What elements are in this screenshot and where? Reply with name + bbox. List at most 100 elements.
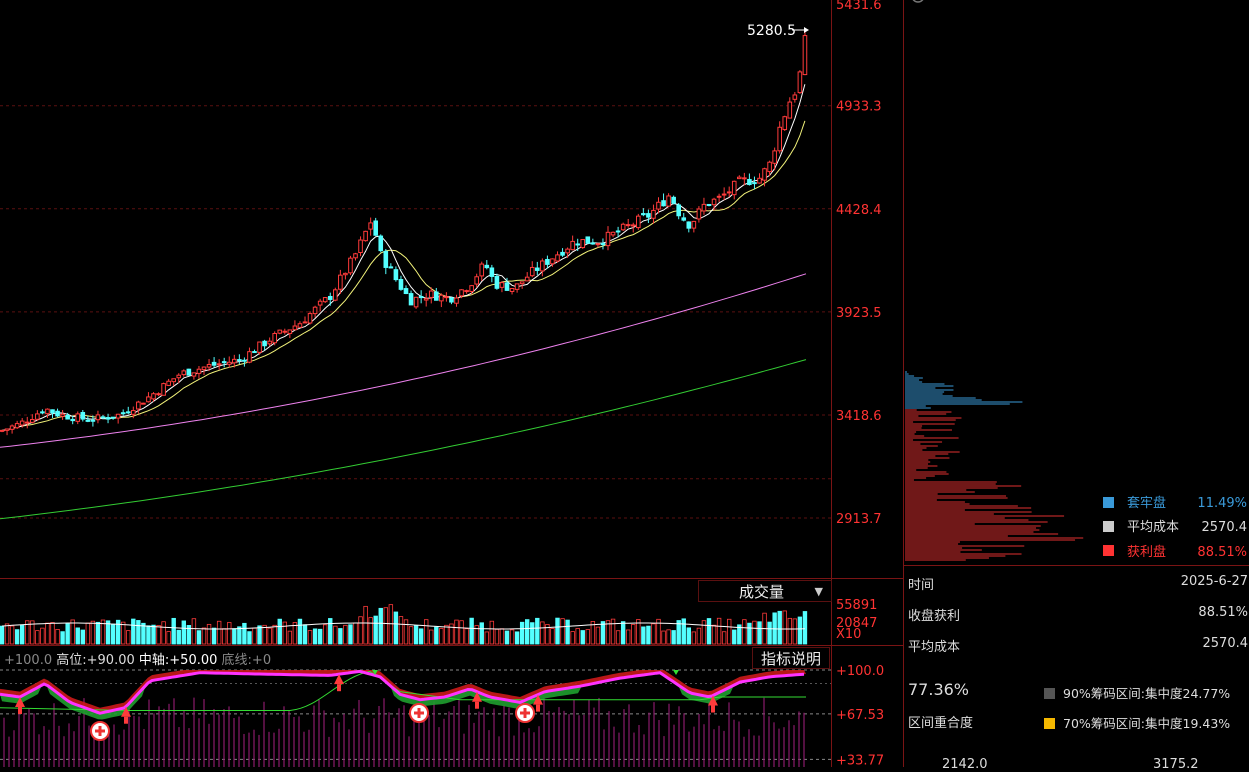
candle[interactable] (646, 213, 651, 218)
candle[interactable] (454, 297, 459, 304)
candle[interactable] (469, 285, 474, 292)
candle[interactable] (752, 182, 757, 185)
candle[interactable] (388, 266, 394, 269)
candle[interactable] (514, 283, 520, 290)
candle[interactable] (439, 294, 444, 302)
candle[interactable] (398, 279, 404, 290)
candle[interactable] (131, 410, 136, 415)
candle[interactable] (418, 295, 424, 299)
candle[interactable] (721, 193, 727, 196)
candle[interactable] (14, 423, 20, 429)
candle[interactable] (287, 329, 293, 334)
candle[interactable] (90, 419, 96, 422)
candle[interactable] (595, 243, 601, 246)
candle[interactable] (600, 242, 606, 246)
candle[interactable] (610, 231, 616, 236)
candle[interactable] (95, 414, 101, 421)
candle[interactable] (141, 402, 146, 405)
candle[interactable] (666, 195, 671, 207)
candle[interactable] (358, 239, 363, 254)
candle[interactable] (40, 411, 45, 414)
candle[interactable] (161, 383, 166, 396)
candle[interactable] (782, 116, 788, 131)
candle[interactable] (30, 419, 35, 423)
candle[interactable] (80, 411, 86, 420)
candle[interactable] (696, 208, 702, 220)
candle[interactable] (292, 325, 298, 331)
candle[interactable] (237, 359, 242, 362)
candle[interactable] (742, 177, 747, 180)
candle[interactable] (524, 276, 530, 282)
candle[interactable] (797, 71, 803, 94)
candle[interactable] (777, 126, 783, 152)
candle[interactable] (747, 178, 752, 186)
candle[interactable] (348, 257, 353, 274)
candle[interactable] (535, 267, 540, 271)
candle[interactable] (65, 414, 70, 420)
candle[interactable] (9, 425, 15, 430)
candle[interactable] (171, 378, 176, 383)
candle[interactable] (423, 298, 429, 301)
candle[interactable] (176, 374, 182, 379)
candle[interactable] (4, 428, 10, 431)
candle[interactable] (560, 251, 565, 256)
candle[interactable] (459, 289, 464, 297)
candle[interactable] (701, 203, 707, 212)
candle[interactable] (257, 341, 262, 353)
candle[interactable] (383, 250, 389, 268)
candle[interactable] (434, 291, 439, 301)
candle[interactable] (590, 242, 596, 245)
candle[interactable] (620, 223, 626, 231)
candle[interactable] (327, 295, 333, 300)
candle[interactable] (70, 418, 76, 422)
candle[interactable] (322, 297, 328, 303)
candle[interactable] (196, 368, 202, 374)
candle[interactable] (706, 203, 712, 207)
candle[interactable] (201, 366, 207, 371)
candle[interactable] (519, 281, 525, 285)
candle[interactable] (302, 321, 308, 324)
candle[interactable] (494, 275, 500, 289)
candle[interactable] (802, 35, 808, 76)
candle[interactable] (55, 410, 60, 417)
candle[interactable] (166, 380, 171, 386)
candle[interactable] (262, 340, 267, 347)
candle[interactable] (681, 217, 687, 221)
candle[interactable] (85, 419, 91, 422)
candle[interactable] (792, 94, 798, 100)
candle[interactable] (726, 191, 732, 194)
candle[interactable] (428, 290, 434, 298)
candle[interactable] (656, 201, 661, 210)
candle[interactable] (216, 363, 222, 366)
candle[interactable] (731, 180, 737, 196)
candle[interactable] (550, 258, 555, 265)
candle[interactable] (297, 323, 303, 328)
candle[interactable] (110, 416, 116, 419)
candle[interactable] (45, 408, 50, 415)
candle[interactable] (353, 253, 358, 259)
candle[interactable] (191, 372, 197, 377)
candle[interactable] (570, 240, 575, 251)
candle[interactable] (125, 411, 131, 414)
candle[interactable] (767, 161, 772, 173)
candle[interactable] (787, 101, 793, 119)
candle[interactable] (671, 196, 676, 204)
candle[interactable] (545, 258, 550, 265)
candle[interactable] (651, 209, 656, 219)
candle[interactable] (555, 254, 560, 262)
candle[interactable] (206, 363, 212, 368)
candle[interactable] (232, 358, 237, 364)
candle[interactable] (343, 272, 348, 276)
candle[interactable] (186, 368, 192, 376)
candle[interactable] (565, 248, 570, 254)
candle[interactable] (772, 150, 777, 164)
candle[interactable] (686, 221, 692, 229)
candle[interactable] (575, 243, 581, 246)
candle[interactable] (272, 333, 277, 344)
candle[interactable] (489, 267, 495, 277)
candle[interactable] (403, 288, 409, 295)
candle[interactable] (449, 297, 454, 303)
candle[interactable] (35, 413, 40, 420)
candle[interactable] (676, 204, 682, 217)
